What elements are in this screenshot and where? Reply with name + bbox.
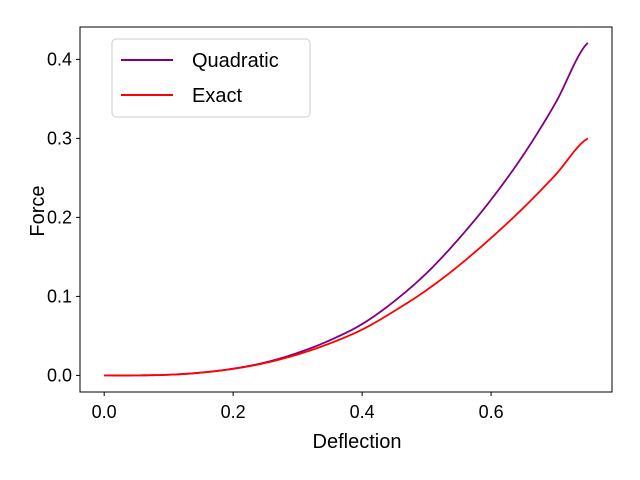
y-axis-ticks: 0.0 0.1 0.2 0.3 0.4 xyxy=(47,49,80,385)
x-tick-label: 0.2 xyxy=(221,402,246,422)
plot-lines xyxy=(104,42,589,377)
x-axis-ticks: 0.0 0.2 0.4 0.6 xyxy=(92,392,504,422)
legend: Quadratic Exact xyxy=(111,38,311,118)
y-tick-label: 0.3 xyxy=(47,128,72,148)
plot-area-frame xyxy=(79,26,613,393)
legend-label-exact: Exact xyxy=(192,85,242,107)
x-tick-label: 0.6 xyxy=(479,402,504,422)
x-tick-label: 0.4 xyxy=(350,402,375,422)
legend-label-quadratic: Quadratic xyxy=(192,50,279,72)
x-axis-label: Deflection xyxy=(313,431,402,453)
y-tick-label: 0.0 xyxy=(47,365,72,385)
y-tick-label: 0.4 xyxy=(47,49,72,69)
x-tick-label: 0.0 xyxy=(92,402,117,422)
y-tick-label: 0.2 xyxy=(47,207,72,227)
y-tick-label: 0.1 xyxy=(47,286,72,306)
legend-frame xyxy=(111,38,311,118)
y-axis-label: Force xyxy=(27,185,49,236)
series-line-exact xyxy=(104,137,589,377)
